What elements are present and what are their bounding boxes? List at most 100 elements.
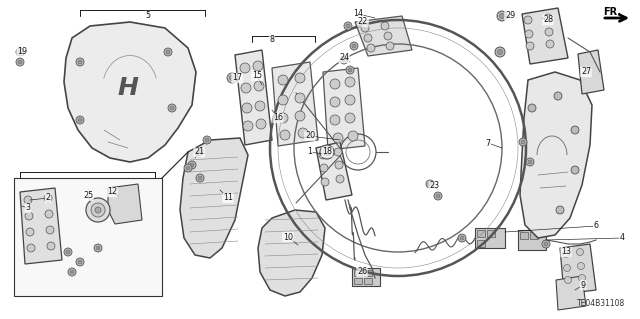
Circle shape <box>323 148 331 156</box>
Bar <box>354 278 362 284</box>
Text: 10: 10 <box>283 233 293 241</box>
Circle shape <box>528 160 532 164</box>
Circle shape <box>345 95 355 105</box>
Circle shape <box>166 50 170 54</box>
Circle shape <box>27 244 35 252</box>
Circle shape <box>497 49 502 55</box>
Circle shape <box>280 130 290 140</box>
Circle shape <box>571 126 579 134</box>
Circle shape <box>170 106 174 110</box>
Circle shape <box>195 148 203 156</box>
Circle shape <box>544 242 548 246</box>
Circle shape <box>295 73 305 83</box>
Circle shape <box>240 63 250 73</box>
Bar <box>364 278 372 284</box>
Circle shape <box>319 151 327 159</box>
Text: 28: 28 <box>543 16 553 25</box>
Circle shape <box>497 11 507 21</box>
Circle shape <box>278 95 288 105</box>
Circle shape <box>70 270 74 274</box>
Polygon shape <box>323 68 365 150</box>
Circle shape <box>330 97 340 107</box>
Circle shape <box>577 249 584 256</box>
Circle shape <box>295 111 305 121</box>
Circle shape <box>254 81 264 91</box>
Circle shape <box>524 16 532 24</box>
Circle shape <box>334 148 342 156</box>
Circle shape <box>96 246 100 250</box>
Circle shape <box>197 150 201 154</box>
Circle shape <box>564 277 572 284</box>
Text: 15: 15 <box>252 71 262 80</box>
Circle shape <box>528 104 536 112</box>
Polygon shape <box>180 138 248 258</box>
Circle shape <box>16 48 24 56</box>
Text: 22: 22 <box>358 18 368 26</box>
Bar <box>14 178 162 296</box>
Polygon shape <box>272 62 318 146</box>
Circle shape <box>545 28 553 36</box>
Circle shape <box>542 240 550 248</box>
Text: 12: 12 <box>107 188 117 197</box>
Circle shape <box>340 56 348 64</box>
Text: 21: 21 <box>194 147 204 157</box>
Circle shape <box>495 47 505 57</box>
Circle shape <box>253 61 263 71</box>
Circle shape <box>348 131 358 141</box>
Circle shape <box>278 113 288 123</box>
Text: 6: 6 <box>593 221 598 231</box>
Circle shape <box>164 48 172 56</box>
Circle shape <box>386 42 394 50</box>
Circle shape <box>241 83 251 93</box>
Circle shape <box>577 263 584 270</box>
Circle shape <box>243 121 253 131</box>
Circle shape <box>255 101 265 111</box>
Polygon shape <box>316 142 352 200</box>
Circle shape <box>554 92 562 100</box>
Text: 20: 20 <box>305 131 315 140</box>
Polygon shape <box>520 72 592 238</box>
Bar <box>475 228 505 248</box>
Circle shape <box>346 66 354 74</box>
Circle shape <box>563 264 570 271</box>
Circle shape <box>95 207 101 213</box>
Polygon shape <box>64 22 196 162</box>
Circle shape <box>205 138 209 142</box>
Text: 5: 5 <box>145 11 150 20</box>
Circle shape <box>76 58 84 66</box>
Circle shape <box>571 166 579 174</box>
Text: TE04B31108: TE04B31108 <box>577 299 625 308</box>
Circle shape <box>168 104 176 112</box>
Circle shape <box>361 24 369 32</box>
Circle shape <box>86 198 110 222</box>
Text: 4: 4 <box>620 234 625 242</box>
Text: 7: 7 <box>485 138 491 147</box>
Text: 11: 11 <box>223 194 233 203</box>
Circle shape <box>26 228 34 236</box>
Circle shape <box>78 60 82 64</box>
Circle shape <box>321 178 329 186</box>
Circle shape <box>436 194 440 198</box>
Circle shape <box>526 158 534 166</box>
Circle shape <box>186 166 190 170</box>
Circle shape <box>556 206 564 214</box>
Circle shape <box>546 40 554 48</box>
Circle shape <box>381 22 389 30</box>
Circle shape <box>184 164 192 172</box>
Circle shape <box>336 175 344 183</box>
Circle shape <box>526 42 534 50</box>
Text: 8: 8 <box>269 35 275 44</box>
Text: 17: 17 <box>232 73 242 83</box>
Circle shape <box>345 113 355 123</box>
Circle shape <box>384 32 392 40</box>
Circle shape <box>227 73 237 83</box>
Text: 27: 27 <box>581 68 591 77</box>
Circle shape <box>428 182 432 186</box>
Polygon shape <box>522 8 568 64</box>
Circle shape <box>64 248 72 256</box>
Polygon shape <box>20 188 62 264</box>
Circle shape <box>76 116 84 124</box>
Text: 9: 9 <box>580 280 586 290</box>
Text: 25: 25 <box>83 191 93 201</box>
Circle shape <box>278 75 288 85</box>
